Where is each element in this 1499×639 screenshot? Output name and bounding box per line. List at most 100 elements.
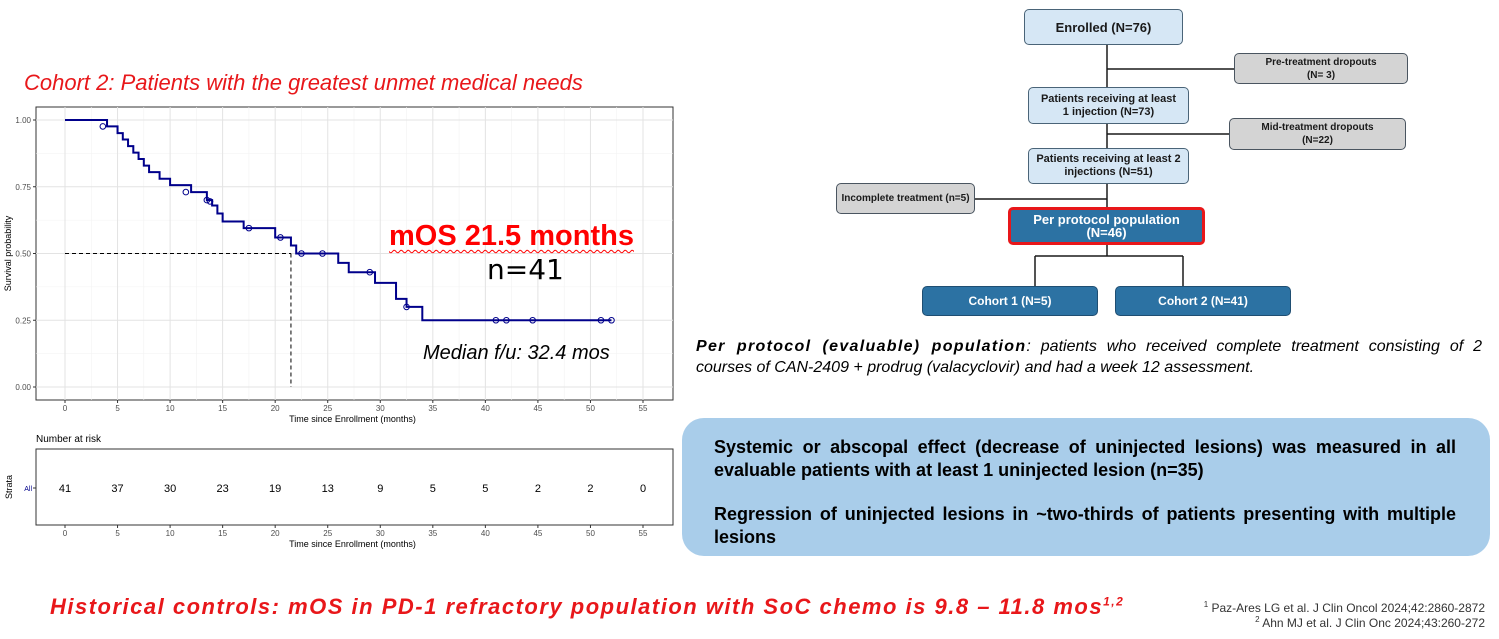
flow-pre-dropouts-label: Pre-treatment dropouts <box>1265 56 1377 68</box>
km-x-tick-label: 40 <box>481 404 490 413</box>
risk-count-value: 41 <box>59 483 71 495</box>
km-censor-mark <box>203 196 211 204</box>
abscopal-paragraph-2: Regression of uninjected lesions in ~two… <box>714 504 1456 547</box>
risk-x-tick-label: 35 <box>428 529 437 538</box>
risk-x-tick-label: 20 <box>271 529 280 538</box>
median-os-label: mOS 21.5 months <box>389 220 634 252</box>
sample-size-label: n=41 <box>487 253 564 286</box>
flow-incomplete-label: Incomplete treatment (n=5) <box>841 193 970 204</box>
risk-table-title: Number at risk <box>36 434 102 445</box>
flow-receiving1-line2: 1 injection (N=73) <box>1062 105 1155 118</box>
risk-x-tick-label: 55 <box>639 529 648 538</box>
flow-receiving1-box: Patients receiving at least 1 injection … <box>1028 87 1189 124</box>
km-censor-mark <box>366 268 374 276</box>
risk-strata-label: All <box>24 486 32 493</box>
km-censor-mark <box>99 123 107 130</box>
flow-enrolled-label: Enrolled (N=76) <box>1055 19 1152 35</box>
risk-x-tick-label: 10 <box>166 529 175 538</box>
km-y-tick-label: 0.50 <box>15 250 31 259</box>
abscopal-paragraph-1: Systemic or abscopal effect (decrease of… <box>714 437 1456 480</box>
km-censor-mark <box>245 224 253 232</box>
per-protocol-definition: : patients who received complete treatme… <box>696 338 1482 376</box>
km-x-tick-label: 35 <box>428 404 437 413</box>
flow-per-protocol-box: Per protocol population (N=46) <box>1008 207 1205 245</box>
abscopal-callout-text: Systemic or abscopal effect (decrease of… <box>714 436 1456 549</box>
risk-count-value: 0 <box>640 483 646 495</box>
risk-x-tick-label: 25 <box>323 529 332 538</box>
flow-pre-dropouts-box: Pre-treatment dropouts (N= 3) <box>1234 53 1408 84</box>
km-x-tick-label: 0 <box>63 404 68 413</box>
km-x-tick-label: 25 <box>323 404 332 413</box>
reference-2-text: Ahn MJ et al. J Clin Onc 2024;43:260-272 <box>1262 616 1485 630</box>
risk-x-tick-label: 50 <box>586 529 595 538</box>
risk-count-value: 2 <box>535 483 541 495</box>
flow-mid-dropouts-count: (N=22) <box>1302 135 1333 146</box>
km-x-tick-label: 5 <box>115 404 120 413</box>
reference-1-number: 1 <box>1203 600 1209 609</box>
risk-count-value: 37 <box>111 483 123 495</box>
flow-receiving2-box: Patients receiving at least 2 injections… <box>1028 148 1189 184</box>
risk-x-tick-label: 0 <box>63 529 68 538</box>
km-censor-mark <box>608 316 615 324</box>
km-censor-mark <box>403 303 410 311</box>
km-x-tick-label: 30 <box>376 404 385 413</box>
historical-controls-superscript: 1,2 <box>1103 594 1125 609</box>
flow-receiving2-line2: injections (N=51) <box>1064 166 1153 178</box>
flow-pre-dropouts-count: (N= 3) <box>1306 69 1336 81</box>
historical-controls-note: Historical controls: mOS in PD-1 refract… <box>50 594 1124 620</box>
flow-mid-dropouts-label: Mid-treatment dropouts <box>1261 122 1374 133</box>
historical-controls-text: Historical controls: mOS in PD-1 refract… <box>50 594 1104 619</box>
risk-count-value: 19 <box>269 483 281 495</box>
km-x-tick-label: 55 <box>639 404 648 413</box>
abscopal-callout-box <box>682 418 1490 556</box>
risk-count-value: 2 <box>587 483 593 495</box>
km-censor-mark <box>492 316 500 324</box>
risk-x-tick-label: 30 <box>376 529 385 538</box>
km-x-tick-label: 10 <box>166 404 175 413</box>
km-censor-mark <box>298 250 305 257</box>
median-followup-label: Median f/u: 32.4 mos <box>423 342 610 364</box>
risk-x-tick-label: 5 <box>115 529 120 538</box>
km-survival-curve <box>65 119 612 322</box>
risk-x-axis-title: Time since Enrollment (months) <box>289 539 416 549</box>
km-y-tick-label: 0.00 <box>15 383 31 392</box>
risk-x-tick-label: 40 <box>481 529 490 538</box>
km-x-axis-title: Time since Enrollment (months) <box>289 414 416 424</box>
km-x-tick-label: 15 <box>218 404 227 413</box>
km-y-axis-title: Survival probability <box>3 215 13 291</box>
km-censor-mark <box>206 198 214 205</box>
km-survival-chart: 0 5 10 15 20 25 30 35 40 45 50 55 0.00 0.25 0.50 0.75 1.… <box>3 106 674 424</box>
km-y-tick-label: 1.00 <box>15 116 31 125</box>
risk-y-axis-title: Strata <box>4 475 14 499</box>
flowchart-connectors <box>975 45 1234 286</box>
risk-count-value: 13 <box>322 483 334 495</box>
flow-receiving1-line1: Patients receiving at least <box>1040 92 1177 105</box>
risk-table-panel <box>35 448 674 526</box>
km-censor-mark <box>277 234 284 241</box>
per-protocol-term: Per protocol (evaluable) population <box>696 338 1027 355</box>
flow-cohort1-label: Cohort 1 (N=5) <box>968 293 1052 308</box>
risk-count-value: 5 <box>482 483 488 495</box>
reference-1-text: Paz-Ares LG et al. J Clin Oncol 2024;42:… <box>1211 601 1486 615</box>
km-censor-mark <box>529 316 536 324</box>
reference-2: 2 Ahn MJ et al. J Clin Onc 2024;43:260-2… <box>1255 615 1485 630</box>
km-censor-mark <box>503 316 510 324</box>
flow-cohort2-box: Cohort 2 (N=41) <box>1115 286 1291 316</box>
reference-2-number: 2 <box>1255 615 1260 624</box>
km-y-tick-label: 0.75 <box>15 183 31 192</box>
flow-mid-dropouts-box: Mid-treatment dropouts (N=22) <box>1229 118 1406 150</box>
km-x-tick-label: 45 <box>533 404 542 413</box>
flow-per-protocol-count: (N=46) <box>1086 225 1127 240</box>
risk-x-tick-label: 15 <box>218 529 227 538</box>
flow-cohort1-box: Cohort 1 (N=5) <box>922 286 1098 316</box>
flow-enrolled-box: Enrolled (N=76) <box>1024 9 1183 45</box>
risk-count-value: 9 <box>377 483 383 495</box>
km-censor-mark <box>597 316 605 324</box>
km-x-tick-label: 50 <box>586 404 595 413</box>
flow-receiving2-line1: Patients receiving at least 2 <box>1036 153 1181 165</box>
km-y-tick-label: 0.25 <box>15 316 31 325</box>
per-protocol-description: Per protocol (evaluable) population: pat… <box>696 336 1482 378</box>
risk-count-value: 23 <box>217 483 229 495</box>
km-censor-mark <box>319 250 326 257</box>
